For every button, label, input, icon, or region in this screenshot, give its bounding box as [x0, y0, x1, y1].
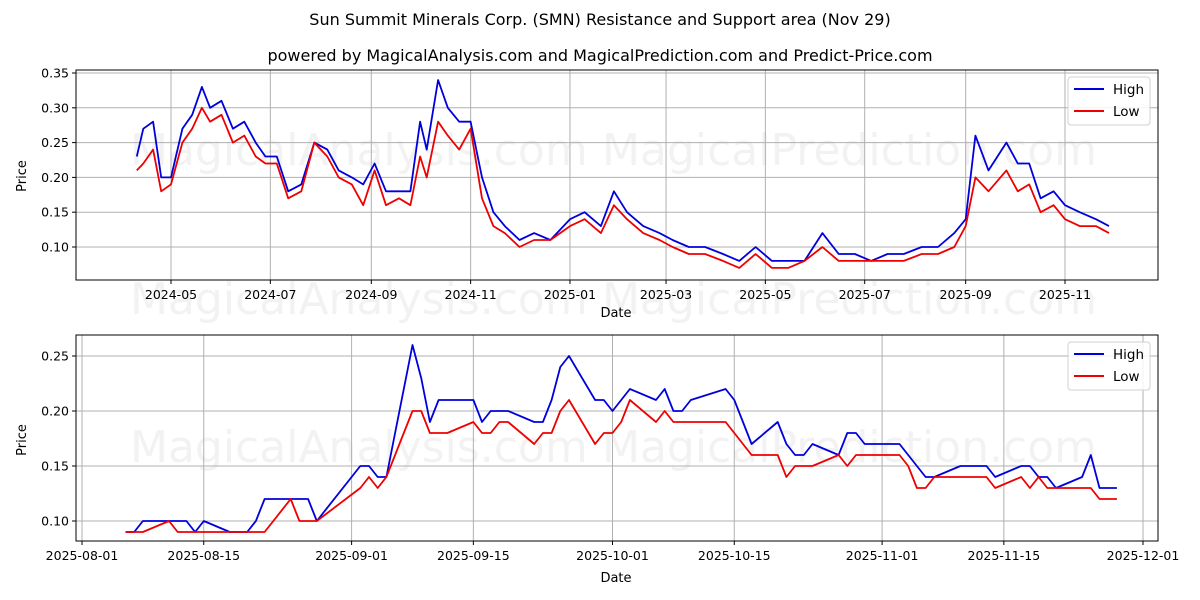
- top-chart-panel: MagicalAnalysis.com MagicalPrediction.co…: [15, 66, 1159, 325]
- x-tick-label: 2025-10-01: [576, 548, 649, 563]
- legend-low-label: Low: [1113, 369, 1140, 385]
- watermark-text: MagicalPrediction.com: [602, 125, 1097, 176]
- plot-frame: [75, 334, 1159, 542]
- y-tick-label: 0.10: [41, 240, 69, 255]
- x-tick-label: 2025-08-01: [46, 548, 119, 563]
- x-tick-label: 2025-09-01: [315, 548, 388, 563]
- x-tick-label: 2025-12-01: [1107, 548, 1180, 563]
- x-tick-label: 2024-09: [345, 287, 397, 302]
- x-tick-label: 2025-03: [640, 287, 692, 302]
- watermark-text: MagicalAnalysis.com: [130, 422, 588, 473]
- x-tick-label: 2025-09: [940, 287, 992, 302]
- x-tick-label: 2025-11-15: [968, 548, 1041, 563]
- x-tick-label: 2024-11: [445, 287, 497, 302]
- watermark-text: MagicalPrediction.com: [602, 274, 1097, 325]
- watermark-text: MagicalAnalysis.com: [130, 274, 588, 325]
- chart-title: Sun Summit Minerals Corp. (SMN) Resistan…: [309, 10, 891, 29]
- y-tick-label: 0.35: [41, 66, 69, 81]
- x-tick-label: 2025-08-15: [167, 548, 240, 563]
- x-tick-label: 2025-11-01: [846, 548, 919, 563]
- legend-high-label: High: [1113, 82, 1144, 98]
- legend-high-label: High: [1113, 347, 1144, 363]
- chart-subtitle: powered by MagicalAnalysis.com and Magic…: [267, 46, 933, 65]
- y-tick-label: 0.25: [41, 135, 69, 150]
- x-axis-label: Date: [600, 306, 631, 321]
- x-tick-label: 2025-11: [1039, 287, 1091, 302]
- plot-lines: [135, 79, 1110, 269]
- legend-low-label: Low: [1113, 104, 1140, 120]
- y-axis-label: Price: [15, 424, 30, 456]
- watermark-text: MagicalAnalysis.com: [130, 125, 588, 176]
- axis-ticks: 2024-05 2024-07 2024-09 2024-11 2025-01 2025-…: [41, 66, 1091, 303]
- y-tick-label: 0.10: [41, 514, 69, 529]
- y-tick-label: 0.15: [41, 459, 69, 474]
- series-low-line: [136, 106, 1110, 269]
- x-tick-label: 2025-10-15: [698, 548, 771, 563]
- y-tick-label: 0.15: [41, 205, 69, 220]
- legend: High Low: [1067, 76, 1151, 126]
- y-tick-label: 0.20: [41, 404, 69, 419]
- y-tick-label: 0.30: [41, 100, 69, 115]
- x-tick-label: 2025-01: [544, 287, 596, 302]
- axis-ticks: 2025-08-01 2025-08-15 2025-09-01 2025-09-15…: [41, 349, 1179, 564]
- legend: High Low: [1067, 341, 1151, 391]
- x-tick-label: 2024-07: [244, 287, 296, 302]
- plot-lines: [125, 344, 1117, 533]
- plot-frame: [75, 69, 1159, 281]
- y-tick-label: 0.20: [41, 170, 69, 185]
- x-tick-label: 2025-09-15: [437, 548, 510, 563]
- bottom-chart-panel: MagicalAnalysis.com MagicalPrediction.co…: [15, 334, 1179, 586]
- x-axis-label: Date: [600, 571, 631, 586]
- x-tick-label: 2025-07: [839, 287, 891, 302]
- x-tick-label: 2025-05: [739, 287, 791, 302]
- x-tick-label: 2024-05: [145, 287, 197, 302]
- series-low-line: [125, 399, 1117, 533]
- y-axis-label: Price: [15, 160, 30, 192]
- y-tick-label: 0.25: [41, 349, 69, 364]
